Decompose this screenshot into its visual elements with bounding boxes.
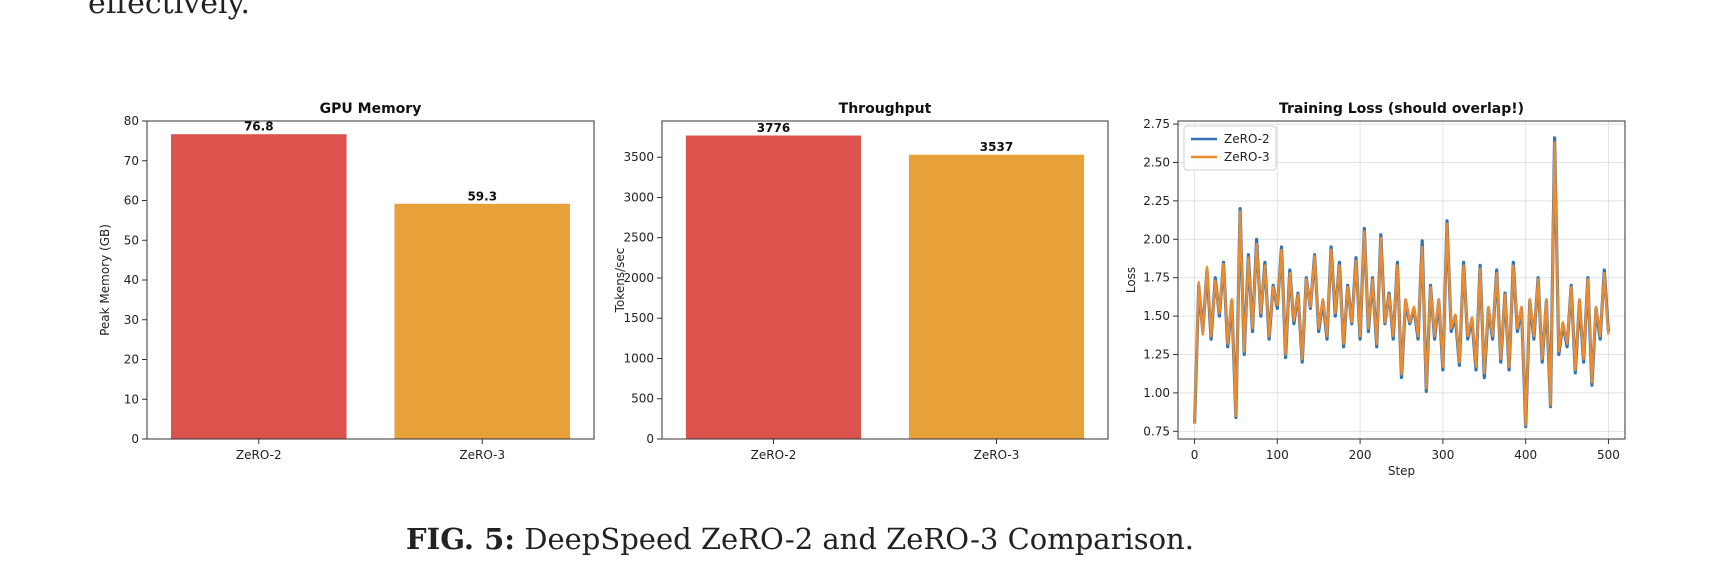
- series-line-zero-2: [1193, 136, 1610, 429]
- bar-zero-2: [684, 134, 863, 440]
- y-tick-label: 2.25: [1143, 194, 1170, 208]
- y-tick-label: 70: [124, 154, 139, 168]
- x-tick-label: 400: [1514, 448, 1537, 462]
- x-tick-label: ZeRO-2: [751, 448, 797, 462]
- y-axis-label: Tokens/sec: [613, 248, 627, 314]
- caption-text: DeepSpeed ZeRO-2 and ZeRO-3 Comparison.: [524, 522, 1194, 556]
- y-tick-label: 2.50: [1143, 155, 1170, 169]
- y-tick-label: 80: [124, 114, 139, 128]
- y-tick-label: 20: [124, 353, 139, 367]
- legend-entry: ZeRO-2: [1224, 132, 1270, 146]
- chart-title: Throughput: [839, 101, 932, 117]
- plot-frame: [146, 120, 595, 440]
- series-line-zero-3: [1193, 141, 1610, 427]
- y-axis-label: Peak Memory (GB): [98, 224, 112, 336]
- chart-title: Training Loss (should overlap!): [1279, 101, 1524, 117]
- y-tick-label: 1.00: [1143, 386, 1170, 400]
- y-tick-label: 60: [124, 194, 139, 208]
- y-tick-label: 3000: [623, 190, 654, 204]
- x-tick-label: 200: [1349, 448, 1372, 462]
- y-tick-label: 40: [124, 273, 139, 287]
- plot-frame: [1177, 120, 1626, 440]
- caption-label: FIG. 5:: [406, 522, 516, 556]
- bar-zero-3: [393, 202, 572, 440]
- chart-3: Training Loss (should overlap!) Loss 0 100 2…: [1124, 101, 1626, 478]
- x-tick-label: ZeRO-2: [236, 448, 282, 462]
- y-tick-label: 1.50: [1143, 309, 1170, 323]
- x-tick-label: 0: [1191, 448, 1199, 462]
- y-tick-label: 2000: [623, 271, 654, 285]
- y-tick-label: 1000: [623, 351, 654, 365]
- plot-frame: [661, 120, 1109, 440]
- y-tick-label: 50: [124, 233, 139, 247]
- y-axis-label: Loss: [1124, 267, 1138, 293]
- figure-caption: FIG. 5: DeepSpeed ZeRO-2 and ZeRO-3 Comp…: [0, 522, 1600, 556]
- y-tick-label: 1500: [623, 311, 654, 325]
- y-tick-label: 0: [131, 432, 139, 446]
- y-tick-label: 3500: [623, 150, 654, 164]
- legend: ZeRO-2 ZeRO-3: [1183, 125, 1277, 171]
- chart-1: GPU Memory Peak Memory (GB) 76.8 ZeRO-2 59.3…: [98, 101, 595, 462]
- x-tick-label: 300: [1431, 448, 1454, 462]
- x-tick-label: 100: [1266, 448, 1289, 462]
- chart-title: GPU Memory: [320, 101, 422, 117]
- chart-2: Throughput Tokens/sec 3776 ZeRO-2 3537 ZeRO-3…: [613, 101, 1109, 462]
- y-tick-label: 2.00: [1143, 232, 1170, 246]
- preceding-text: effectively.: [88, 0, 251, 21]
- y-tick-label: 2500: [623, 231, 654, 245]
- y-tick-label: 500: [631, 392, 654, 406]
- x-tick-label: ZeRO-3: [974, 448, 1020, 462]
- figure: GPU Memory Peak Memory (GB) 76.8 ZeRO-2 59.3…: [98, 101, 1626, 478]
- bar-value-label: 59.3: [467, 189, 497, 203]
- bar-value-label: 3537: [980, 140, 1013, 154]
- y-tick-label: 10: [124, 392, 139, 406]
- legend-entry: ZeRO-3: [1224, 150, 1270, 164]
- y-tick-label: 30: [124, 313, 139, 327]
- x-tick-label: 500: [1597, 448, 1620, 462]
- y-tick-label: 1.25: [1143, 348, 1170, 362]
- legend-box: [1183, 125, 1277, 171]
- y-tick-label: 0.75: [1143, 424, 1170, 438]
- x-tick-label: ZeRO-3: [459, 448, 505, 462]
- bar-zero-3: [907, 153, 1086, 440]
- bar-zero-2: [169, 133, 348, 440]
- bar-value-label: 3776: [757, 121, 790, 135]
- bar-value-label: 76.8: [244, 120, 274, 134]
- y-tick-label: 2.75: [1143, 117, 1170, 131]
- y-tick-label: 0: [646, 432, 654, 446]
- y-tick-label: 1.75: [1143, 271, 1170, 285]
- x-axis-label: Step: [1388, 464, 1415, 478]
